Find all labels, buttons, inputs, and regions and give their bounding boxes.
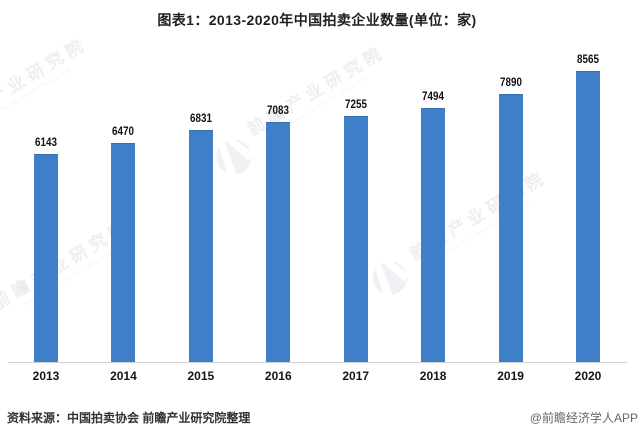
bar-2016 (266, 122, 291, 362)
bar-value-label: 6470 (112, 124, 135, 138)
x-axis-label: 2017 (342, 369, 370, 383)
x-axis-label: 2014 (110, 369, 137, 383)
bar-2015 (188, 130, 213, 362)
bar-value-label: 7083 (267, 103, 290, 117)
chart-title: 图表1：2013-2020年中国拍卖企业数量(单位：家) (157, 12, 477, 28)
bar-2013 (34, 154, 58, 362)
bar-2017 (343, 116, 368, 362)
app-credit: @前瞻经济学人APP (529, 411, 638, 425)
bar-2019 (498, 94, 523, 362)
bar-value-label: 6143 (35, 135, 57, 149)
bar-value-label: 7494 (422, 89, 445, 103)
bar-2018 (421, 108, 446, 362)
bar-2014 (111, 143, 136, 362)
bar-value-label: 7890 (499, 75, 522, 89)
bar-2020 (576, 71, 600, 362)
x-axis-label: 2020 (574, 369, 602, 383)
x-axis-line (8, 362, 627, 363)
x-axis-label: 2016 (264, 369, 292, 383)
source-note: 资料来源：中国拍卖协会 前瞻产业研究院整理 (7, 411, 251, 425)
bar-value-label: 8565 (577, 52, 599, 66)
x-axis-label: 2019 (497, 369, 524, 383)
x-axis-label: 2018 (419, 369, 447, 383)
bar-value-label: 7255 (344, 97, 367, 111)
bar-value-label: 6831 (189, 111, 212, 125)
x-axis-label: 2015 (187, 369, 215, 383)
x-axis-label: 2013 (32, 369, 60, 383)
